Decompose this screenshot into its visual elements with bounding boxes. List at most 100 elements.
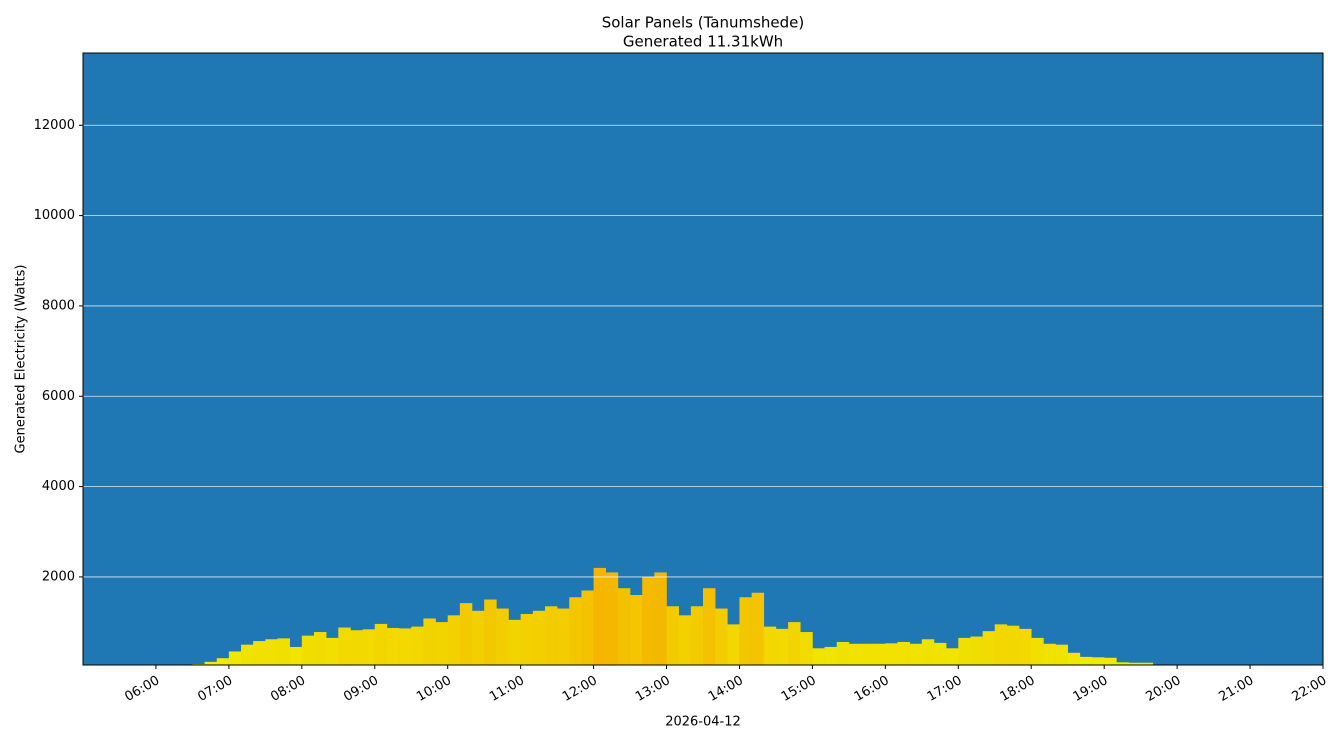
bar bbox=[703, 588, 715, 665]
bar bbox=[630, 595, 642, 665]
bar bbox=[739, 597, 751, 665]
bar bbox=[217, 658, 229, 665]
bar bbox=[1104, 658, 1116, 665]
bar bbox=[837, 642, 849, 665]
bar bbox=[375, 624, 387, 665]
bar bbox=[581, 590, 593, 665]
bar bbox=[1068, 653, 1080, 665]
bar bbox=[1080, 657, 1092, 665]
x-tick-label: 06:00 bbox=[122, 673, 162, 705]
x-tick-label: 16:00 bbox=[852, 673, 892, 705]
y-axis-label: Generated Electricity (Watts) bbox=[14, 265, 29, 454]
bar bbox=[423, 618, 435, 665]
bar bbox=[1043, 644, 1055, 665]
x-tick-label: 11:00 bbox=[487, 673, 527, 705]
bar bbox=[594, 568, 606, 665]
bar bbox=[436, 622, 448, 665]
bar bbox=[484, 600, 496, 665]
bar bbox=[618, 588, 630, 665]
bar bbox=[1056, 645, 1068, 665]
y-tick-label: 4000 bbox=[42, 479, 75, 494]
bar bbox=[363, 629, 375, 665]
bar bbox=[314, 632, 326, 665]
bar bbox=[278, 638, 290, 665]
y-tick-label: 8000 bbox=[42, 298, 75, 313]
bar bbox=[1007, 626, 1019, 665]
bar bbox=[849, 644, 861, 665]
plot-area bbox=[83, 53, 1323, 665]
bar bbox=[241, 645, 253, 665]
x-tick-label: 22:00 bbox=[1289, 673, 1329, 705]
bar bbox=[460, 603, 472, 665]
bar bbox=[654, 572, 666, 665]
x-tick-label: 18:00 bbox=[998, 673, 1038, 705]
bar bbox=[533, 611, 545, 665]
x-tick-label: 07:00 bbox=[195, 673, 235, 705]
bar bbox=[788, 622, 800, 665]
bar bbox=[557, 609, 569, 665]
bar bbox=[606, 572, 618, 665]
bar bbox=[411, 627, 423, 665]
bar bbox=[508, 620, 520, 665]
x-tick-label: 09:00 bbox=[341, 673, 381, 705]
bar bbox=[290, 647, 302, 665]
bar bbox=[922, 639, 934, 665]
bar bbox=[229, 651, 241, 665]
bar bbox=[496, 609, 508, 665]
y-tick-label: 12000 bbox=[34, 118, 75, 133]
bar bbox=[970, 637, 982, 665]
bar bbox=[545, 606, 557, 665]
bar bbox=[885, 643, 897, 665]
bar bbox=[995, 624, 1007, 665]
bar bbox=[387, 628, 399, 665]
y-tick-label: 6000 bbox=[42, 389, 75, 404]
bar bbox=[958, 638, 970, 665]
bar bbox=[265, 639, 277, 665]
x-tick-label: 19:00 bbox=[1071, 673, 1111, 705]
bar bbox=[326, 638, 338, 665]
chart-title: Solar Panels (Tanumshede) bbox=[602, 14, 805, 32]
bar bbox=[399, 628, 411, 665]
y-tick-label: 2000 bbox=[42, 569, 75, 584]
bar bbox=[448, 615, 460, 665]
bar bbox=[812, 648, 824, 665]
bar bbox=[825, 647, 837, 665]
bar bbox=[910, 644, 922, 665]
bar bbox=[764, 627, 776, 665]
bar bbox=[1031, 638, 1043, 665]
x-tick-label: 12:00 bbox=[560, 673, 600, 705]
bar bbox=[898, 642, 910, 665]
x-tick-label: 10:00 bbox=[414, 673, 454, 705]
bar bbox=[679, 615, 691, 665]
bar bbox=[1092, 657, 1104, 665]
x-tick-label: 17:00 bbox=[925, 673, 965, 705]
x-tick-label: 08:00 bbox=[268, 673, 308, 705]
bar bbox=[776, 629, 788, 665]
x-tick-label: 13:00 bbox=[633, 673, 673, 705]
bar bbox=[569, 597, 581, 665]
bar bbox=[873, 644, 885, 665]
bar bbox=[1019, 629, 1031, 665]
x-tick-label: 14:00 bbox=[706, 673, 746, 705]
bar bbox=[472, 611, 484, 665]
y-tick-label: 10000 bbox=[34, 208, 75, 223]
bar bbox=[338, 628, 350, 665]
x-axis-label: 2026-04-12 bbox=[665, 715, 741, 730]
bar bbox=[667, 606, 679, 665]
bar bbox=[521, 614, 533, 665]
bar bbox=[715, 609, 727, 665]
bar bbox=[642, 577, 654, 665]
chart-subtitle: Generated 11.31kWh bbox=[623, 33, 783, 51]
x-tick-label: 21:00 bbox=[1217, 673, 1257, 705]
bar bbox=[861, 644, 873, 665]
bar bbox=[946, 648, 958, 665]
bar bbox=[302, 636, 314, 665]
bar bbox=[691, 606, 703, 665]
bar bbox=[752, 593, 764, 665]
bar bbox=[350, 630, 362, 665]
bar bbox=[934, 643, 946, 665]
x-tick-label: 20:00 bbox=[1144, 673, 1184, 705]
bar bbox=[727, 624, 739, 665]
bar bbox=[800, 632, 812, 665]
